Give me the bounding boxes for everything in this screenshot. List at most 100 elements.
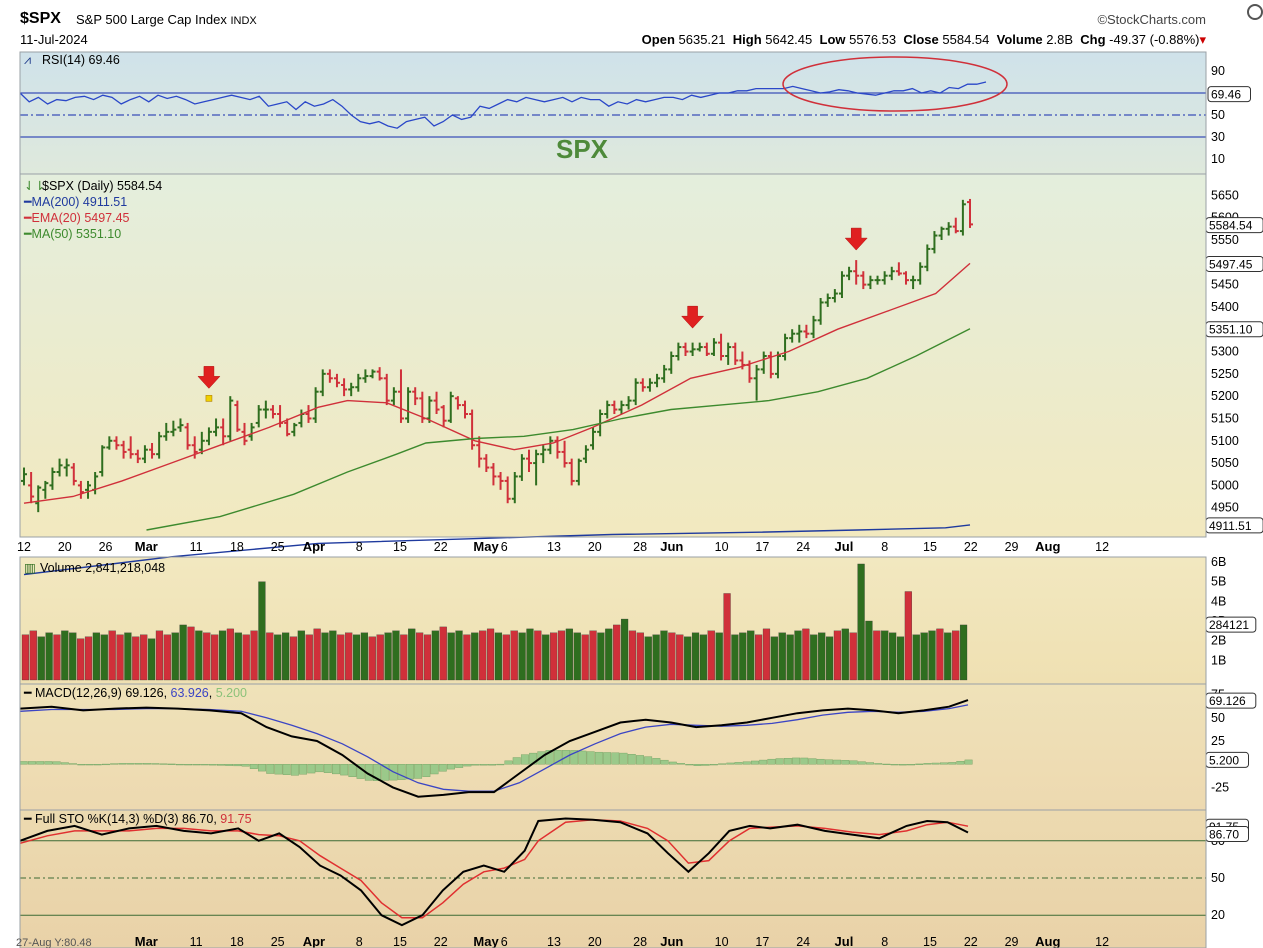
bottom-date-tick: Jul xyxy=(835,934,854,948)
macd-histogram-bar xyxy=(307,764,316,774)
bottom-date-tick: 11 xyxy=(190,935,203,948)
bottom-date-tick: 8 xyxy=(881,935,888,948)
volume-bar xyxy=(936,628,944,681)
volume-bar xyxy=(345,632,353,681)
price-label: $SPX (Daily) 5584.54 xyxy=(42,179,162,193)
macd-histogram-bar xyxy=(126,763,135,765)
macd-histogram-bar xyxy=(455,764,464,768)
volume-bar xyxy=(573,632,581,681)
volume-bar xyxy=(423,634,432,681)
macd-histogram-bar xyxy=(77,764,86,766)
macd-histogram-bar xyxy=(143,763,151,765)
price-y-tick: 5550 xyxy=(1211,233,1239,247)
date-axis-strip xyxy=(0,537,1263,557)
bottom-date-tick: May xyxy=(473,934,499,948)
volume-bar xyxy=(376,634,384,681)
macd-histogram-bar xyxy=(512,757,521,765)
volume-bar xyxy=(802,628,810,681)
volume-bar xyxy=(778,632,786,681)
sto-k-tag: 86.70 xyxy=(1209,827,1239,841)
volume-bar xyxy=(605,628,613,681)
volume-bar xyxy=(53,634,61,681)
rsi-value-tag: 69.46 xyxy=(1211,88,1241,102)
macd-histogram-bar xyxy=(553,750,562,765)
macd-histogram-bar xyxy=(175,763,184,766)
macd-histogram-bar xyxy=(742,761,751,765)
ema20-line xyxy=(23,262,971,504)
ma200-legend: ━MA(200) 4911.51 xyxy=(23,195,127,209)
volume-bar xyxy=(620,618,629,681)
symbol[interactable]: $SPX xyxy=(20,10,61,27)
sto-y-tick: 20 xyxy=(1211,908,1225,922)
volume-y-tick: 1B xyxy=(1211,653,1226,667)
volume-bar xyxy=(226,628,234,681)
macd-histogram-bar xyxy=(570,750,579,765)
volume-bar xyxy=(715,632,723,681)
macd-y-tick: 50 xyxy=(1211,711,1225,725)
macd-histogram-bar xyxy=(323,764,332,773)
macd-histogram-bar xyxy=(619,752,628,765)
sto-label: ━ Full STO %K(14,3) %D(3) 86.70, 91.75 xyxy=(23,812,252,826)
macd-histogram-bar xyxy=(586,751,595,765)
volume-bar xyxy=(494,632,503,681)
macd-value-tag: 69.126 xyxy=(1209,694,1246,708)
volume-bar xyxy=(818,632,826,681)
volume-bar xyxy=(116,634,124,681)
macd-histogram-bar xyxy=(110,763,119,765)
volume-bar xyxy=(258,581,266,681)
date-axis-tick: 28 xyxy=(633,540,647,554)
macd-histogram-bar xyxy=(611,752,620,765)
down-arrow-marker xyxy=(681,305,705,329)
volume-bar xyxy=(581,634,589,681)
macd-histogram-bar xyxy=(118,763,127,765)
date-axis-tick: 15 xyxy=(393,540,407,554)
macd-histogram-bar xyxy=(299,764,308,775)
volume-bar xyxy=(416,632,424,681)
volume-bar xyxy=(408,628,416,681)
volume-bar xyxy=(45,632,53,681)
date-axis-tick: May xyxy=(473,539,499,554)
volume-bar xyxy=(959,624,968,681)
volume-bar xyxy=(944,632,952,681)
macd-histogram-bar xyxy=(866,762,874,765)
macd-histogram-bar xyxy=(816,758,825,765)
macd-histogram-bar xyxy=(216,764,225,766)
volume-bar xyxy=(242,634,250,681)
macd-histogram-bar xyxy=(841,760,850,765)
macd-histogram-bar xyxy=(19,761,28,765)
volume-bar xyxy=(928,630,936,681)
date-axis-tick: Apr xyxy=(303,539,325,554)
volume-bar xyxy=(841,628,849,681)
volume-bar xyxy=(628,630,637,681)
rsi-y-tick: 30 xyxy=(1211,130,1225,144)
macd-y-tick: 25 xyxy=(1211,734,1225,748)
volume-bar xyxy=(61,630,69,681)
volume-bar xyxy=(881,630,889,681)
price-y-tick: 5000 xyxy=(1211,478,1239,492)
volume-bar xyxy=(187,626,195,681)
date-axis-tick: 17 xyxy=(755,540,769,554)
macd-histogram-bar xyxy=(652,758,661,765)
volume-y-tick: 5B xyxy=(1211,575,1226,589)
macd-histogram-bar xyxy=(282,764,291,775)
date-axis-tick: 25 xyxy=(271,540,285,554)
volume-bar xyxy=(447,632,455,681)
macd-histogram-bar xyxy=(808,758,817,765)
volume-bar xyxy=(770,636,778,681)
macd-histogram-bar xyxy=(882,763,891,766)
macd-histogram-bar xyxy=(463,764,472,767)
volume-bar xyxy=(29,630,37,681)
macd-histogram-bar xyxy=(60,762,69,765)
volume-bar xyxy=(155,630,164,681)
macd-histogram-bar xyxy=(471,764,480,766)
volume-bar xyxy=(810,634,818,681)
volume-bar xyxy=(684,636,692,681)
settings-icon[interactable] xyxy=(1247,4,1263,20)
macd-histogram-bar xyxy=(709,764,718,766)
macd-histogram-bar xyxy=(69,763,77,765)
macd-histogram-bar xyxy=(948,762,957,765)
panel-labels: ⩘ RSI(14) 69.46 SPX ⇃⇂ $SPX (Daily) 5584… xyxy=(16,53,609,948)
volume-bar xyxy=(84,636,93,681)
macd-y-tick: -25 xyxy=(1211,780,1229,794)
